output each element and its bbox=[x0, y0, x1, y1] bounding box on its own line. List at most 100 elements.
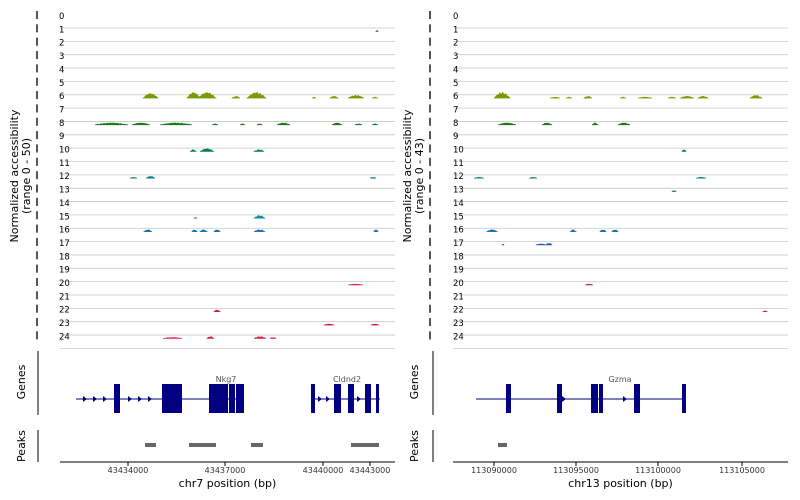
coverage-peak bbox=[162, 337, 183, 339]
track-tick bbox=[36, 291, 38, 300]
track-label: 21 bbox=[453, 292, 464, 302]
track-label: 4 bbox=[59, 65, 64, 75]
gene-exon bbox=[348, 384, 354, 413]
peak-region bbox=[189, 443, 216, 447]
track-label: 22 bbox=[453, 306, 464, 316]
coverage-peak bbox=[473, 176, 485, 179]
coverage-peak bbox=[213, 229, 221, 232]
coverage-peak bbox=[199, 148, 215, 152]
coverage-peak bbox=[545, 243, 553, 246]
x-tick-label: 113105000 bbox=[719, 466, 765, 475]
coverage-peak bbox=[671, 190, 677, 192]
coverage-peak bbox=[501, 243, 505, 246]
gene-exon bbox=[162, 384, 182, 413]
track-label: 15 bbox=[453, 212, 464, 222]
track-label: 17 bbox=[453, 239, 464, 249]
coverage-peak bbox=[197, 92, 218, 99]
track-tick bbox=[36, 197, 38, 206]
track-label: 16 bbox=[59, 226, 70, 236]
coverage-peak bbox=[186, 92, 201, 99]
track-tick bbox=[36, 51, 38, 60]
track-label: 6 bbox=[59, 92, 64, 102]
coverage-peak bbox=[189, 149, 197, 152]
track-label: 13 bbox=[59, 186, 70, 196]
track-tick bbox=[36, 278, 38, 286]
track-label: 0 bbox=[59, 12, 64, 22]
track-label: 10 bbox=[453, 146, 464, 156]
track-label: 24 bbox=[453, 332, 464, 342]
track-tick bbox=[36, 211, 38, 220]
track-tick bbox=[36, 77, 38, 86]
gene-name: Nkg7 bbox=[216, 375, 237, 384]
coverage-peak bbox=[667, 96, 677, 99]
gene-strand-arrow bbox=[623, 396, 627, 402]
coverage-peak bbox=[541, 122, 553, 126]
coverage-peak bbox=[762, 310, 768, 313]
gene-exon bbox=[114, 384, 120, 413]
track-tick bbox=[36, 144, 38, 153]
track-label: 15 bbox=[59, 212, 70, 222]
track-label: 14 bbox=[453, 199, 464, 209]
track-tick bbox=[429, 131, 431, 140]
track-label: 3 bbox=[453, 52, 458, 62]
track-tick bbox=[429, 318, 431, 327]
peak-region bbox=[498, 443, 507, 447]
coverage-peak bbox=[354, 123, 363, 126]
coverage-peak bbox=[159, 122, 193, 126]
track-tick bbox=[36, 171, 38, 180]
peaks-track-label: Peaks bbox=[408, 430, 421, 462]
coverage-peak bbox=[681, 149, 687, 152]
track-tick bbox=[36, 251, 38, 260]
coverage-peak bbox=[143, 229, 153, 232]
track-label: 11 bbox=[59, 159, 70, 169]
coverage-peak bbox=[375, 30, 379, 33]
y-axis-label-line: (range 0 - 50) bbox=[20, 138, 33, 214]
coverage-peak bbox=[323, 323, 335, 326]
coverage-peak bbox=[591, 122, 600, 126]
gene-strand-arrow bbox=[93, 396, 97, 402]
track-label: 9 bbox=[453, 132, 458, 142]
track-label: 4 bbox=[453, 65, 458, 75]
track-tick bbox=[429, 211, 431, 220]
track-tick bbox=[36, 24, 38, 33]
gene-exon bbox=[222, 384, 228, 413]
track-tick bbox=[429, 331, 431, 340]
coverage-peak bbox=[211, 123, 219, 126]
coverage-peak bbox=[695, 176, 707, 179]
track-label: 14 bbox=[59, 199, 70, 209]
gene-strand-arrow bbox=[83, 396, 87, 402]
track-label: 20 bbox=[453, 279, 464, 289]
coverage-peak bbox=[347, 283, 364, 286]
gene-strand-arrow bbox=[562, 396, 566, 402]
coverage-peak bbox=[347, 94, 365, 99]
track-tick bbox=[36, 157, 38, 166]
track-label: 21 bbox=[59, 292, 70, 302]
track-label: 19 bbox=[453, 266, 464, 276]
x-tick-label: 113095000 bbox=[553, 466, 599, 475]
coverage-peak bbox=[599, 229, 607, 232]
track-tick bbox=[429, 24, 431, 33]
track-label: 23 bbox=[453, 319, 464, 329]
coverage-peak bbox=[584, 283, 594, 286]
coverage-peak bbox=[371, 96, 379, 99]
coverage-peak bbox=[253, 336, 267, 339]
track-tick bbox=[429, 184, 431, 193]
coverage-peak bbox=[611, 229, 619, 232]
track-label: 18 bbox=[453, 252, 464, 262]
gene-exon bbox=[229, 384, 235, 413]
track-label: 0 bbox=[453, 12, 458, 22]
coverage-peak bbox=[373, 229, 379, 232]
track-label: 23 bbox=[59, 319, 70, 329]
gene-strand-arrow bbox=[326, 396, 330, 402]
track-tick bbox=[429, 264, 431, 273]
track-label: 8 bbox=[59, 119, 64, 129]
coverage-peak bbox=[369, 177, 377, 179]
gene-exon bbox=[236, 384, 244, 413]
track-tick bbox=[429, 11, 431, 19]
track-tick bbox=[429, 144, 431, 153]
coverage-peak bbox=[252, 149, 265, 152]
coverage-peak bbox=[637, 96, 653, 99]
track-tick bbox=[36, 131, 38, 140]
coverage-peak bbox=[549, 96, 561, 99]
